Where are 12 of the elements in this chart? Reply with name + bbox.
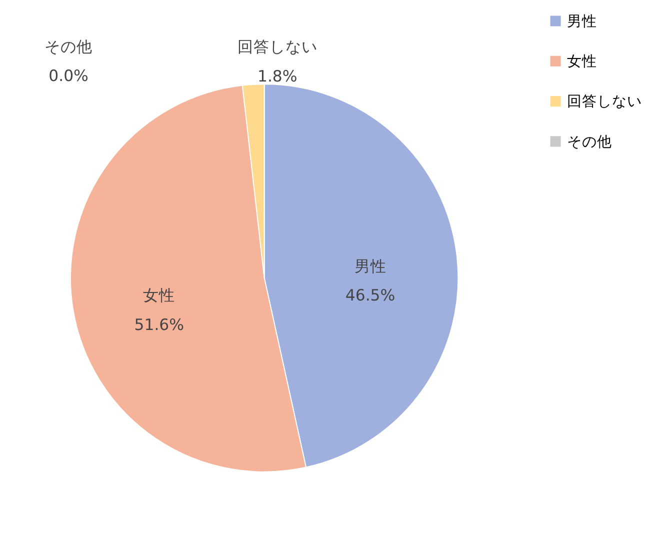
slice-label: 男性 — [354, 256, 386, 276]
slice-label: 回答しない — [237, 37, 318, 56]
data-label: 1.8% — [257, 66, 298, 86]
slice-label: 女性 — [143, 285, 176, 304]
category-label: その他 — [44, 36, 93, 56]
text: 0.0% — [48, 66, 88, 86]
legend-label: 回答しない — [566, 93, 642, 110]
data-label: 51.6% — [134, 314, 184, 334]
legend-label: 女性 — [566, 53, 597, 70]
data-label: 46.5% — [345, 286, 396, 305]
legend-label: 男性 — [566, 12, 597, 30]
legend-label: その他 — [566, 133, 612, 150]
